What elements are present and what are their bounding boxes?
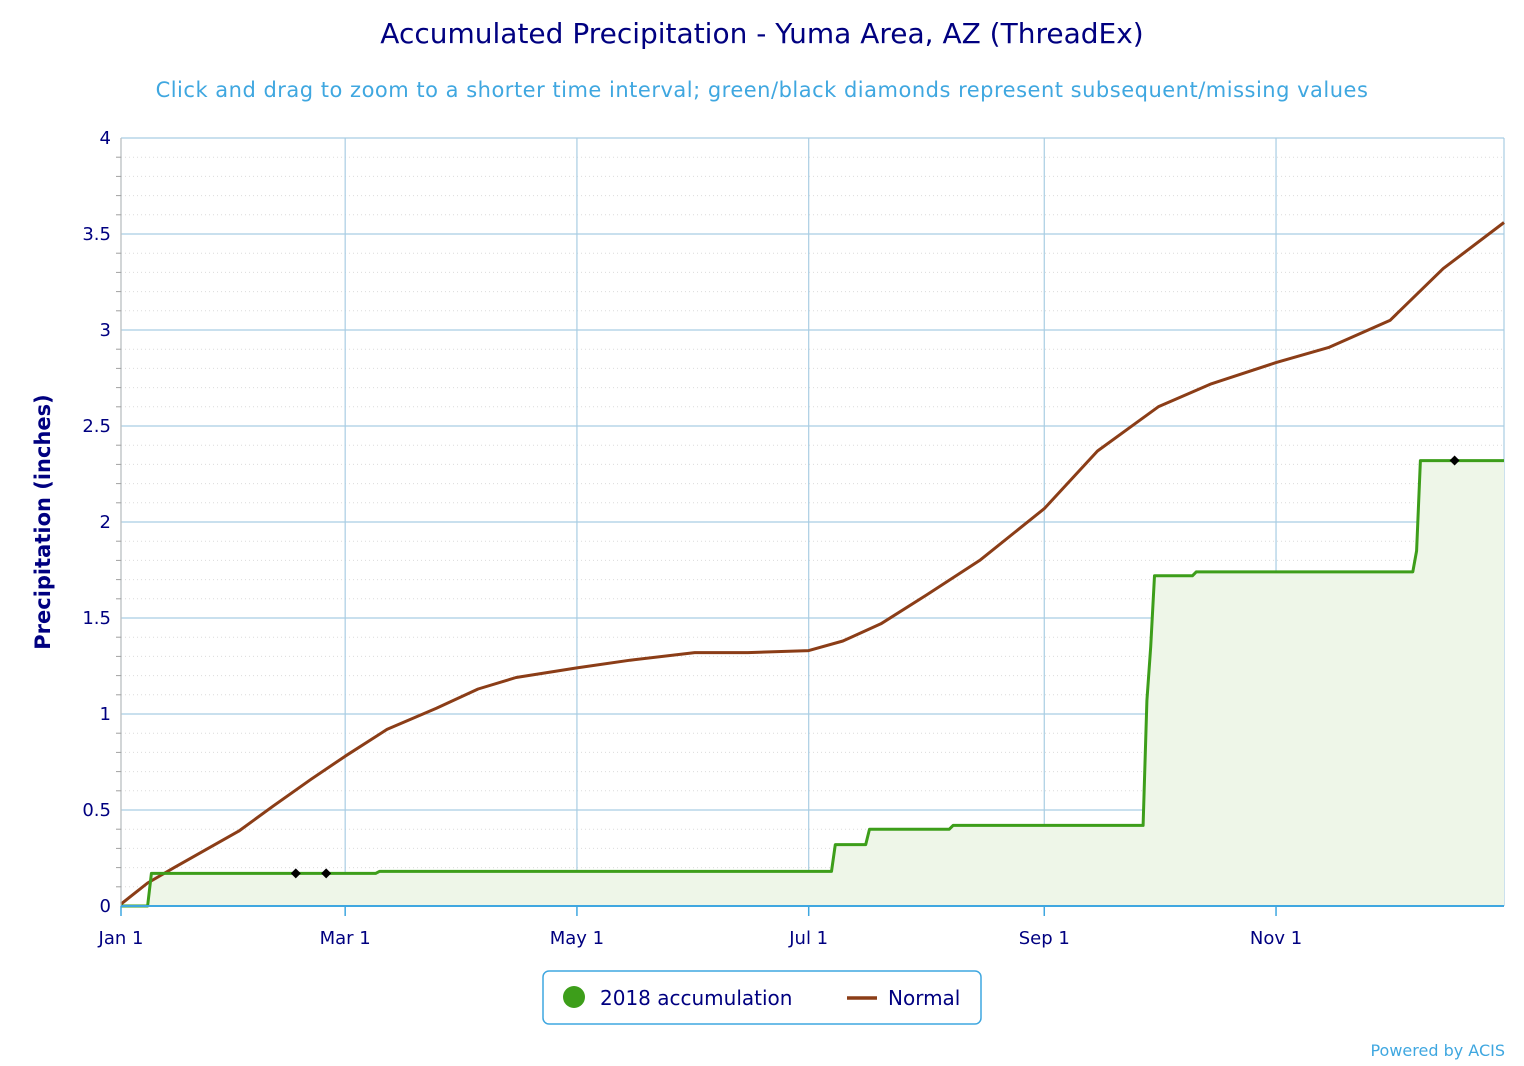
credit-link[interactable]: Powered by ACIS	[1370, 1041, 1505, 1060]
y-tick-label: 3.5	[82, 224, 111, 245]
y-tick-label: 0.5	[82, 800, 111, 821]
legend-circle-icon	[563, 986, 585, 1008]
axes	[116, 138, 1504, 907]
x-tick-label: May 1	[550, 928, 604, 949]
y-tick-label: 0	[100, 896, 111, 917]
x-tick-label: Jan 1	[98, 928, 144, 949]
legend-item-2018-accumulation[interactable]: 2018 accumulation	[563, 986, 792, 1010]
y-tick-label: 4	[100, 128, 111, 149]
x-axis-ticks: Jan 1 Mar 1 May 1 Jul 1 Sep 1 Nov 1	[98, 906, 1302, 949]
y-axis-ticks: 0 0.5 1 1.5 2 2.5 3 3.5 4	[82, 128, 111, 917]
plot-area[interactable]	[120, 221, 1505, 908]
x-tick-label: Sep 1	[1019, 928, 1070, 949]
x-tick-label: Mar 1	[320, 928, 371, 949]
x-tick-label: Nov 1	[1250, 928, 1302, 949]
y-axis-label: Precipitation (inches)	[31, 394, 55, 650]
legend-item-normal[interactable]: Normal	[847, 986, 960, 1010]
legend[interactable]: 2018 accumulation Normal	[542, 970, 982, 1025]
chart-title: Accumulated Precipitation - Yuma Area, A…	[380, 17, 1143, 50]
y-tick-label: 1.5	[82, 608, 111, 629]
chart-subtitle: Click and drag to zoom to a shorter time…	[156, 78, 1369, 102]
legend-label-2018-accumulation: 2018 accumulation	[600, 986, 792, 1010]
x-tick-label: Jul 1	[788, 928, 828, 949]
y-tick-label: 1	[100, 704, 111, 725]
missing-value-diamond[interactable]	[321, 868, 332, 879]
legend-box	[542, 970, 982, 1025]
missing-value-diamond[interactable]	[290, 868, 301, 879]
normal-series-line[interactable]	[120, 221, 1505, 906]
y-tick-label: 3	[100, 320, 111, 341]
y-tick-label: 2	[100, 512, 111, 533]
y-tick-label: 2.5	[82, 416, 111, 437]
legend-label-normal: Normal	[888, 986, 960, 1010]
accumulation-series-line[interactable]	[121, 459, 1504, 908]
accumulation-area	[121, 460, 1504, 906]
missing-value-diamond[interactable]	[1449, 455, 1460, 466]
